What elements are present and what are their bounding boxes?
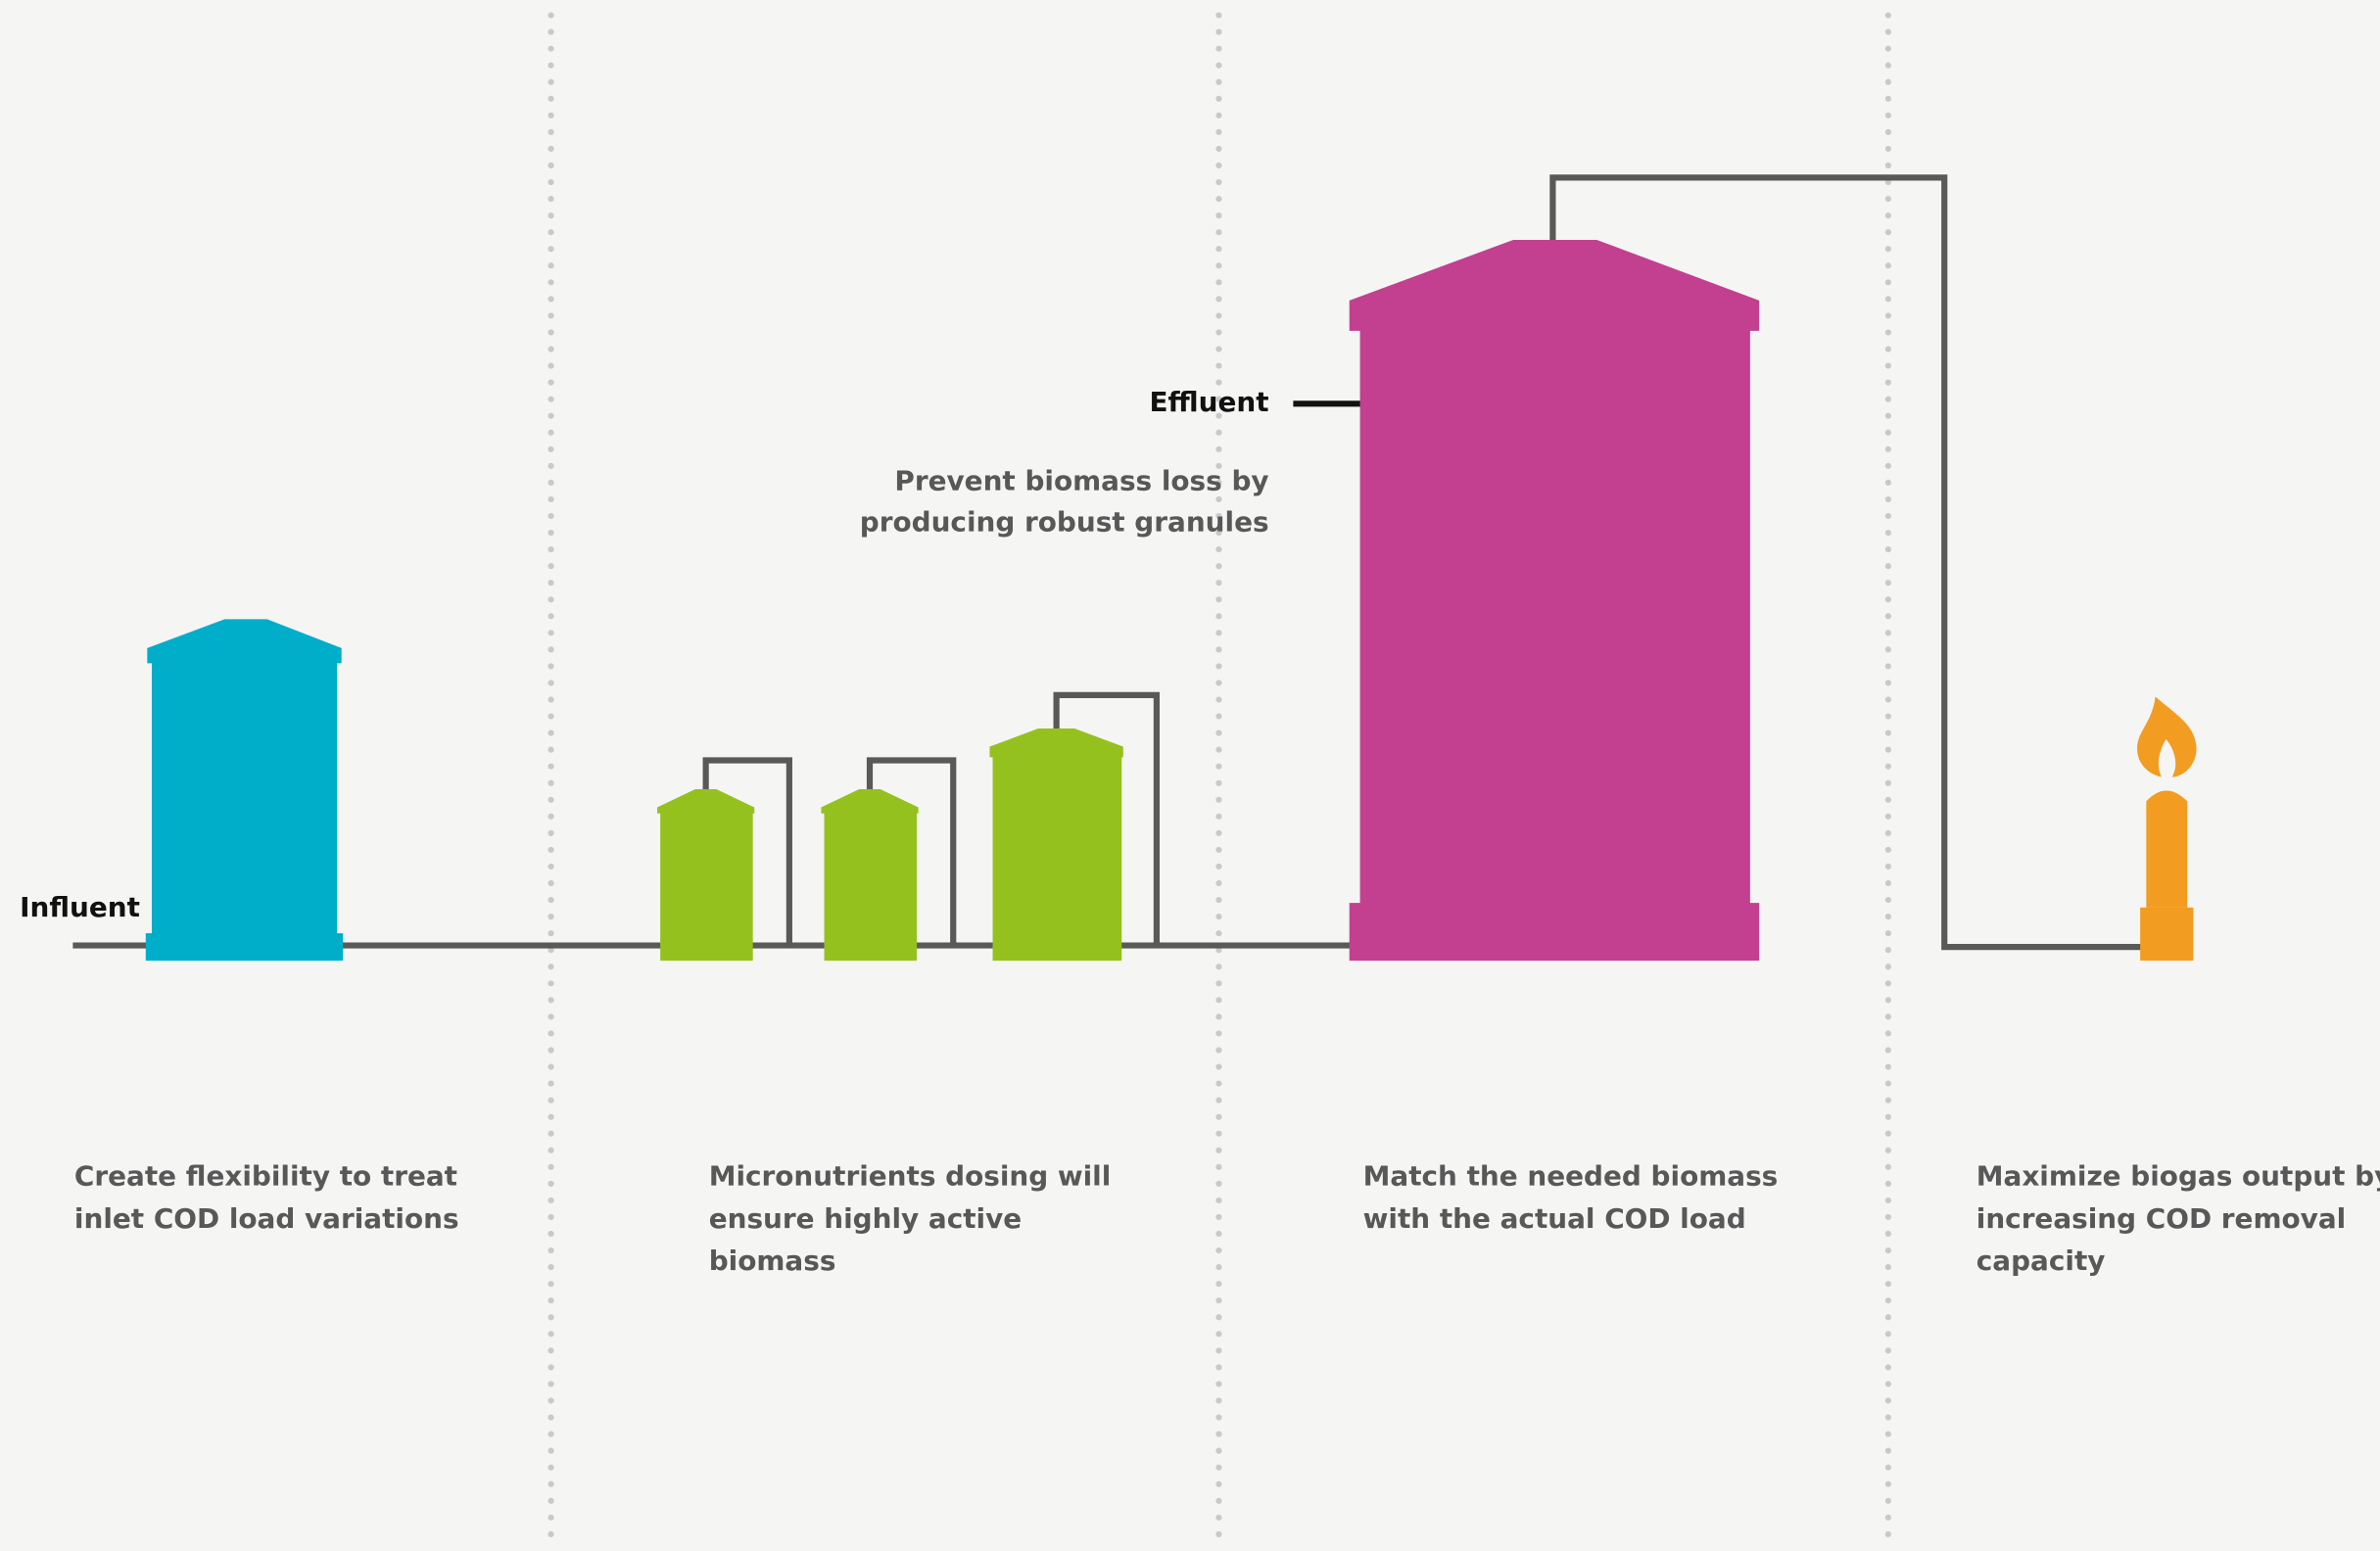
- step-text: Micronutrients dosing will: [709, 1159, 1112, 1192]
- step-text: capacity: [1976, 1245, 2106, 1277]
- step-text: with the actual COD load: [1363, 1202, 1746, 1235]
- reactor-tank: [1349, 239, 1760, 962]
- step-text: Maximize biogas output by: [1976, 1159, 2380, 1192]
- annotation: producing robust granules: [860, 505, 1269, 538]
- influent-label: Influent: [20, 891, 140, 923]
- green-tanks: [657, 728, 1123, 962]
- annotation: Prevent biomass loss by: [894, 465, 1268, 497]
- step-text: increasing COD removal: [1976, 1202, 2346, 1235]
- flare: [2137, 696, 2197, 962]
- step-text: Create flexibility to treat: [74, 1159, 457, 1192]
- step-text: Match the needed biomass: [1363, 1159, 1779, 1192]
- step-text: inlet COD load variations: [74, 1202, 459, 1235]
- effluent-label: Effluent: [1150, 386, 1269, 418]
- step-text: ensure highly active: [709, 1202, 1022, 1235]
- buffer-tank: [145, 619, 344, 962]
- step-texts: Create flexibility to treat inlet COD loa…: [74, 1159, 2380, 1277]
- dividers: [547, 12, 1891, 1551]
- step-text: biomass: [709, 1245, 836, 1277]
